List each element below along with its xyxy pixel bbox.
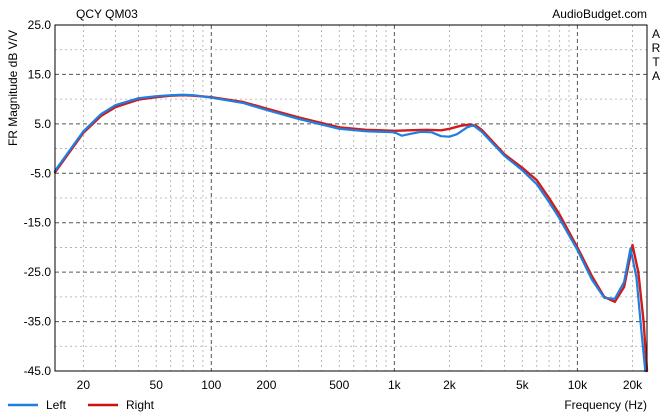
y-tick-label: -45.0	[24, 364, 52, 378]
y-tick-label: -5.0	[30, 166, 51, 180]
x-tick-label: 20	[77, 378, 91, 392]
x-tick-label: 1k	[388, 378, 402, 392]
y-tick-label: 5.0	[34, 117, 51, 131]
x-tick-label: 10k	[568, 378, 588, 392]
legend-label-left: Left	[46, 398, 67, 412]
series-line-left	[53, 93, 647, 373]
y-axis-label: FR Magnitude dB V/V	[6, 30, 20, 146]
watermark-letter: A	[652, 69, 660, 83]
y-tick-label: -35.0	[24, 315, 52, 329]
x-axis-label: Frequency (Hz)	[564, 398, 647, 412]
x-tick-label: 2k	[443, 378, 457, 392]
y-tick-label: -15.0	[24, 216, 52, 230]
legend: Left Right	[8, 398, 155, 412]
plot-frame-group: 25.0 15.0 5.0 -5.0 -15.0 -25.0 -35.0 -45.0 20 50 1…	[24, 18, 649, 392]
y-tick-label: -25.0	[24, 265, 52, 279]
x-tick-label: 100	[201, 378, 221, 392]
chart-title: QCY QM03	[76, 7, 138, 21]
x-tick-label: 20k	[623, 378, 643, 392]
watermark-letter: T	[652, 55, 660, 69]
series-line-right	[53, 93, 649, 373]
watermark-letter: R	[652, 41, 661, 55]
x-tick-label: 500	[329, 378, 349, 392]
x-tick-label: 5k	[516, 378, 530, 392]
legend-label-right: Right	[126, 398, 155, 412]
x-tick-label: 200	[256, 378, 276, 392]
source-label: AudioBudget.com	[552, 7, 647, 21]
plot-frame	[54, 24, 648, 372]
x-tick-label: 50	[150, 378, 164, 392]
watermark-letter: A	[652, 27, 660, 41]
y-tick-label: 25.0	[28, 18, 52, 32]
y-tick-label: 15.0	[28, 67, 52, 81]
